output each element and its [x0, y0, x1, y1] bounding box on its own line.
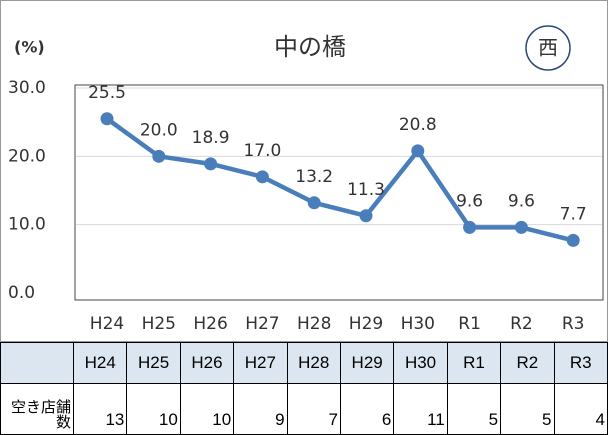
x-tick-label: H24 [90, 314, 124, 334]
y-tick-label: 0.0 [8, 283, 35, 303]
data-label: 20.0 [140, 120, 178, 140]
x-tick-label: H30 [401, 314, 435, 334]
chart-border [0, 0, 608, 342]
y-tick-label: 20.0 [8, 146, 46, 166]
data-point [100, 112, 114, 126]
data-point [359, 209, 373, 223]
badge-circle [525, 25, 571, 71]
chart: 中の橋 (%) 西 0.0 10.0 20.0 30.0 H24 H25 H26 H27 H28… [0, 0, 608, 342]
data-label: 9.6 [456, 191, 483, 211]
data-point [255, 170, 269, 184]
data-label: 9.6 [508, 191, 535, 211]
data-label: 25.5 [88, 83, 126, 103]
header-cell: H25 [126, 342, 181, 384]
value-cell: 5 [500, 383, 555, 435]
data-point [463, 220, 477, 234]
value-cell: 13 [72, 383, 128, 435]
header-cell: H24 [72, 342, 128, 384]
data-table: H24 H25 H26 H27 H28 H29 H30 R1 R2 R3 空き店舗数 13 10 10 9… [0, 342, 608, 435]
data-point [204, 157, 218, 171]
value-cell: 4 [553, 383, 608, 435]
header-cell: R2 [500, 342, 555, 384]
value-cell: 6 [339, 383, 395, 435]
y-axis-label: (%) [14, 38, 45, 57]
x-tick-label: R2 [510, 314, 533, 334]
value-cell: 5 [446, 383, 502, 435]
data-point [307, 196, 321, 210]
corner-cell [0, 342, 74, 384]
data-point [514, 220, 528, 234]
value-cell: 7 [286, 383, 341, 435]
value-cell: 10 [179, 383, 235, 435]
value-cell: 10 [126, 383, 181, 435]
header-cell: R3 [553, 342, 608, 384]
data-point [152, 149, 166, 163]
header-cell: R1 [446, 342, 502, 384]
row-label: 空き店舗数 [0, 383, 74, 435]
plot-border [74, 84, 604, 301]
x-tick-label: H29 [349, 314, 383, 334]
header-cell: H28 [286, 342, 341, 384]
data-label: 7.7 [560, 204, 587, 224]
y-tick-label: 30.0 [8, 78, 46, 98]
x-tick-label: R3 [562, 314, 585, 334]
badge: 西 [538, 36, 558, 60]
x-tick-label: H27 [245, 314, 279, 334]
data-label: 13.2 [295, 167, 333, 187]
value-cell: 11 [393, 383, 448, 435]
data-point [411, 144, 425, 158]
data-line [105, 116, 574, 243]
header-cell: H27 [233, 342, 288, 384]
x-tick-label: R1 [458, 314, 481, 334]
x-tick-label: H25 [142, 314, 176, 334]
x-tick-label: H28 [297, 314, 331, 334]
data-label: 17.0 [243, 141, 281, 161]
x-tick-label: H26 [193, 314, 227, 334]
data-point [566, 233, 580, 247]
chart-title: 中の橋 [274, 33, 346, 61]
header-cell: H26 [179, 342, 235, 384]
data-label: 20.8 [399, 115, 437, 135]
y-tick-label: 10.0 [8, 215, 46, 235]
value-cell: 9 [233, 383, 288, 435]
data-label: 11.3 [347, 180, 385, 200]
header-cell: H29 [339, 342, 395, 384]
header-cell: H30 [393, 342, 448, 384]
data-label: 18.9 [192, 128, 230, 148]
